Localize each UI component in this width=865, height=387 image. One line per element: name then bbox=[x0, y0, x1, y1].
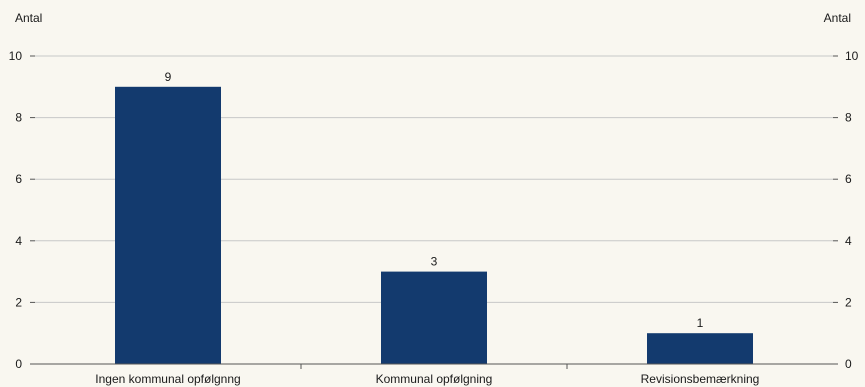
y-tick-label-right: 2 bbox=[845, 295, 852, 309]
bars: 9 3 1 bbox=[115, 70, 753, 365]
y-tick-label-left: 2 bbox=[15, 295, 22, 309]
bar-value-label: 1 bbox=[697, 316, 704, 330]
bar-value-label: 9 bbox=[165, 70, 172, 84]
x-tick-label: Ingen kommunal opfølgnng bbox=[95, 372, 240, 386]
y-tick-label-right: 0 bbox=[845, 357, 852, 371]
y-tick-label-left: 0 bbox=[15, 357, 22, 371]
y-axis-label-right: Antal bbox=[824, 11, 851, 25]
y-tick-label-left: 4 bbox=[15, 234, 22, 248]
bar bbox=[115, 86, 221, 365]
y-tick-label-right: 8 bbox=[845, 111, 852, 125]
y-tick-label-left: 8 bbox=[15, 111, 22, 125]
y-tick-label-right: 6 bbox=[845, 172, 852, 186]
bar-value-label: 3 bbox=[431, 255, 438, 269]
y-tick-label-left: 10 bbox=[9, 49, 23, 63]
y-tick-label-right: 4 bbox=[845, 234, 852, 248]
axes: 0 0 2 2 4 4 6 6 8 8 10 10 Ingen kommunal opfølgnng Ko… bbox=[9, 49, 859, 386]
bar bbox=[647, 333, 753, 364]
x-tick-label: Kommunal opfølgning bbox=[376, 372, 493, 386]
y-tick-label-right: 10 bbox=[845, 49, 859, 63]
bar bbox=[381, 271, 487, 364]
x-tick-label: Revisionsbemærkning bbox=[641, 372, 760, 386]
y-tick-label-left: 6 bbox=[15, 172, 22, 186]
y-axis-label-left: Antal bbox=[15, 11, 42, 25]
